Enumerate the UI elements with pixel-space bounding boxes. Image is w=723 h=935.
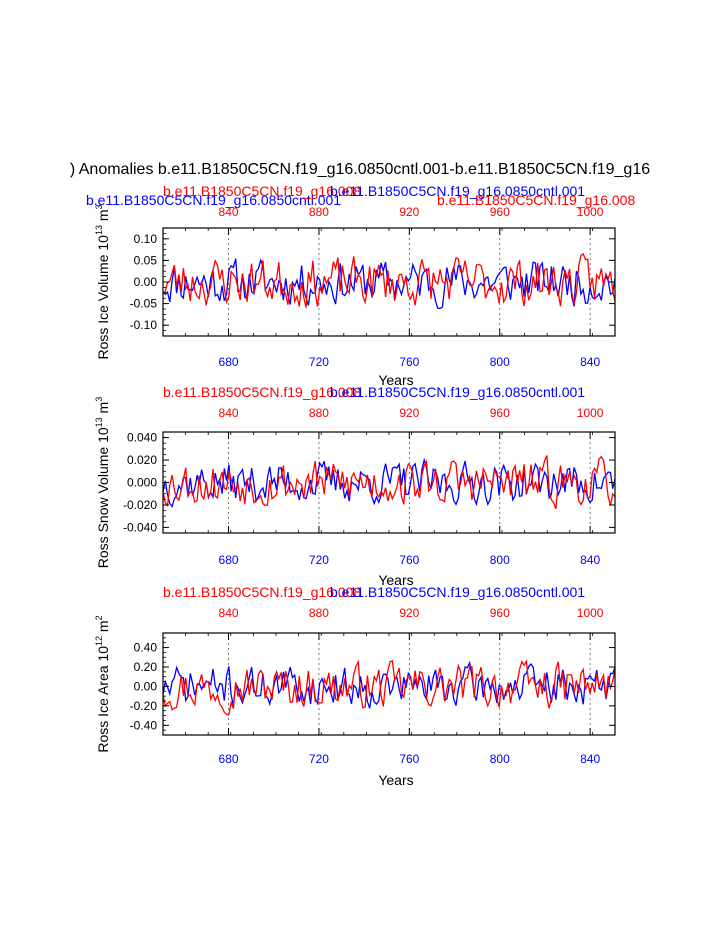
legend-red-label: b.e11.B1850C5CN.f19_g16.008 (163, 384, 361, 400)
x-bottom-tick-label: 800 (490, 553, 510, 567)
x-bottom-tick-label: 840 (580, 355, 600, 369)
x-top-tick-label: 920 (399, 406, 419, 420)
x-top-tick-label: 880 (309, 606, 329, 620)
x-top-tick-label: 960 (490, 606, 510, 620)
y-tick-label: -0.20 (130, 699, 158, 713)
series-line-red (162, 659, 616, 716)
legend-blue-label: b.e11.B1850C5CN.f19_g16.0850cntl.001 (330, 384, 585, 400)
x-bottom-tick-label: 760 (399, 553, 419, 567)
y-tick-label: -0.05 (130, 297, 158, 311)
y-tick-label: 0.00 (134, 275, 158, 289)
series-line-red (162, 455, 616, 510)
y-tick-label: 0.020 (127, 453, 157, 467)
x-top-tick-label: 920 (399, 205, 419, 219)
y-axis-label: Ross Ice Volume 1013 m3 (94, 204, 111, 359)
x-bottom-tick-label: 680 (219, 752, 239, 766)
y-tick-label: -0.10 (130, 318, 158, 332)
x-top-tick-label: 1000 (577, 406, 604, 420)
x-top-tick-label: 1000 (577, 606, 604, 620)
y-tick-label: 0.000 (127, 476, 157, 490)
y-tick-label: 0.20 (134, 660, 158, 674)
x-bottom-tick-label: 840 (580, 752, 600, 766)
x-top-tick-label: 960 (490, 406, 510, 420)
y-tick-label: 0.10 (134, 232, 158, 246)
x-top-tick-label: 840 (219, 406, 239, 420)
series-line-blue (162, 457, 616, 508)
x-bottom-tick-label: 800 (490, 355, 510, 369)
x-bottom-tick-label: 760 (399, 355, 419, 369)
x-top-tick-label: 840 (219, 606, 239, 620)
series-line-red (162, 252, 616, 308)
x-bottom-tick-label: 840 (580, 553, 600, 567)
y-axis-label: Ross Snow Volume 1013 m3 (94, 397, 111, 568)
y-tick-label: -0.040 (123, 520, 157, 534)
x-bottom-tick-label: 680 (219, 355, 239, 369)
x-top-tick-label: 920 (399, 606, 419, 620)
panel-2: b.e11.B1850C5CN.f19_g16.008b.e11.B1850C5… (94, 384, 616, 588)
panel1-legend-red-right: b.e11.B1850C5CN.f19_g16.008 (437, 192, 635, 208)
x-bottom-tick-label: 720 (309, 752, 329, 766)
x-top-tick-label: 880 (309, 205, 329, 219)
y-tick-label: -0.40 (130, 718, 158, 732)
x-bottom-tick-label: 720 (309, 355, 329, 369)
x-top-tick-label: 1000 (577, 205, 604, 219)
x-bottom-tick-label: 680 (219, 553, 239, 567)
legend-red-label: b.e11.B1850C5CN.f19_g16.008 (163, 183, 361, 199)
x-top-tick-label: 840 (219, 205, 239, 219)
panel1-legend-blue-left: b.e11.B1850C5CN.f19_g16.0850cntl.001 (86, 192, 341, 208)
x-axis-label: Years (378, 372, 413, 388)
y-tick-label: 0.40 (134, 641, 158, 655)
panel-1: b.e11.B1850C5CN.f19_g16.008b.e11.B1850C5… (94, 183, 616, 388)
legend-blue-label: b.e11.B1850C5CN.f19_g16.0850cntl.001 (330, 183, 585, 199)
y-tick-label: 0.05 (134, 253, 158, 267)
figure-title: ) Anomalies b.e11.B1850C5CN.f19_g16.0850… (70, 161, 650, 178)
legend-red-label: b.e11.B1850C5CN.f19_g16.008 (163, 584, 361, 600)
x-axis-label: Years (378, 772, 413, 788)
y-tick-label: 0.00 (134, 679, 158, 693)
panel-3: b.e11.B1850C5CN.f19_g16.008b.e11.B1850C5… (94, 584, 616, 788)
x-top-tick-label: 880 (309, 406, 329, 420)
y-tick-label: -0.020 (123, 498, 157, 512)
y-tick-label: 0.040 (127, 431, 157, 445)
x-top-tick-label: 960 (490, 205, 510, 219)
legend-blue-label: b.e11.B1850C5CN.f19_g16.0850cntl.001 (330, 584, 585, 600)
y-axis-label: Ross Ice Area 1012 m2 (94, 615, 111, 752)
x-bottom-tick-label: 720 (309, 553, 329, 567)
x-axis-label: Years (378, 572, 413, 588)
x-bottom-tick-label: 800 (490, 752, 510, 766)
x-bottom-tick-label: 760 (399, 752, 419, 766)
